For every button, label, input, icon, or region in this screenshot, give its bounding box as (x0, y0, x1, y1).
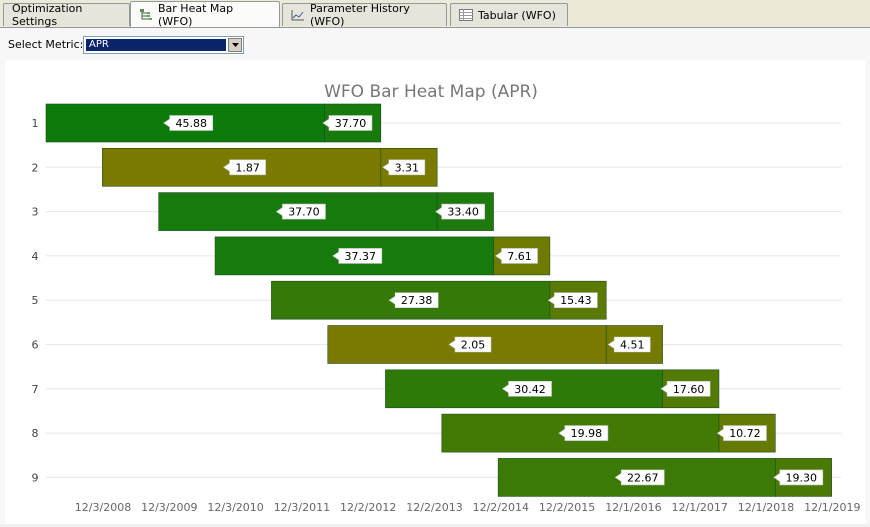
out-of-sample-value-label: 3.31 (395, 161, 420, 174)
tab-label: Parameter History (WFO) (310, 2, 410, 28)
metric-select[interactable]: APR (83, 36, 244, 54)
in-sample-value-label: 30.42 (514, 383, 546, 396)
in-sample-value-label: 1.87 (235, 161, 260, 174)
content-area: Select Metric: APR WFO Bar Heat Map (APR… (0, 28, 870, 524)
out-of-sample-value-label-box (494, 248, 538, 264)
in-sample-value-label-box (501, 381, 552, 397)
row-label: 6 (32, 339, 39, 352)
tab-tabular[interactable]: Tabular (WFO) (450, 3, 568, 26)
out-of-sample-value-label: 4.51 (620, 339, 645, 352)
out-of-sample-value-label-box (382, 159, 426, 176)
tab-divider (0, 27, 870, 28)
in-sample-value-label-box (558, 425, 609, 441)
in-sample-value-label: 22.67 (627, 471, 659, 484)
out-of-sample-value-label-box (607, 336, 651, 353)
tab-parameter-history[interactable]: Parameter History (WFO) (282, 2, 447, 28)
heat-map-chart: WFO Bar Heat Map (APR) 1 45.88 37.70 2 1.87 3.… (32, 82, 861, 514)
x-tick-label: 12/1/2019 (804, 501, 860, 514)
out-of-sample-value-label: 15.43 (560, 294, 592, 307)
in-sample-value-label-box (223, 159, 266, 176)
out-of-sample-value-label: 37.70 (335, 117, 367, 130)
metric-select-value: APR (85, 38, 227, 52)
in-sample-value-label: 45.88 (175, 117, 207, 130)
row-label: 3 (32, 206, 39, 219)
table-icon (459, 9, 473, 21)
chart-panel: WFO Bar Heat Map (APR) 1 45.88 37.70 2 1.87 3.… (5, 60, 865, 524)
row-label: 4 (32, 250, 39, 263)
x-tick-label: 12/3/2011 (274, 501, 330, 514)
in-sample-value-label-box (332, 248, 383, 264)
out-of-sample-value-label-box (547, 292, 598, 308)
row-label: 2 (32, 161, 39, 174)
x-tick-label: 12/2/2015 (539, 501, 595, 514)
in-sample-value-label-box (163, 115, 214, 131)
out-of-sample-value-label-box (435, 203, 485, 220)
select-metric-label: Select Metric: (8, 38, 84, 51)
line-chart-icon (291, 9, 305, 21)
x-tick-label: 12/3/2008 (75, 501, 131, 514)
tab-bar-heat-map[interactable]: Bar Heat Map (WFO) (130, 1, 280, 28)
chevron-down-icon[interactable] (228, 38, 242, 52)
in-sample-value-label: 37.70 (288, 206, 320, 219)
in-sample-value-label-box (448, 336, 492, 353)
x-tick-label: 12/3/2010 (207, 501, 263, 514)
row-label: 7 (32, 383, 39, 396)
in-sample-value-label: 2.05 (461, 339, 486, 352)
tab-label: Bar Heat Map (WFO) (158, 1, 234, 28)
out-of-sample-value-label: 33.40 (447, 206, 479, 219)
tab-bar: Optimization Settings Bar Heat Map (WFO)… (0, 0, 870, 28)
x-tick-label: 12/1/2018 (738, 501, 794, 514)
out-of-sample-value-label: 17.60 (673, 383, 705, 396)
out-of-sample-value-label-box (322, 115, 373, 131)
x-tick-label: 12/2/2014 (473, 501, 529, 514)
x-tick-label: 12/1/2017 (671, 501, 727, 514)
in-sample-value-label: 37.37 (345, 250, 377, 263)
x-tick-label: 12/1/2016 (605, 501, 661, 514)
row-label: 5 (32, 294, 39, 307)
out-of-sample-value-label-box (773, 469, 824, 486)
out-of-sample-value-label-box (716, 425, 767, 441)
row-label: 8 (32, 427, 39, 440)
out-of-sample-value-label: 19.30 (786, 471, 818, 484)
in-sample-value-label: 19.98 (571, 427, 603, 440)
in-sample-value-label: 27.38 (401, 294, 433, 307)
row-label: 9 (32, 471, 39, 484)
x-tick-label: 12/2/2012 (340, 501, 396, 514)
out-of-sample-value-label-box (660, 381, 711, 397)
tab-label: Optimization Settings (12, 2, 83, 28)
out-of-sample-value-label: 10.72 (729, 427, 761, 440)
out-of-sample-value-label: 7.61 (507, 250, 532, 263)
in-sample-value-label-box (275, 203, 326, 220)
in-sample-value-label-box (614, 469, 665, 486)
tab-label: Tabular (WFO) (478, 8, 556, 22)
x-tick-label: 12/2/2013 (406, 501, 462, 514)
row-label: 1 (32, 117, 39, 130)
x-tick-label: 12/3/2009 (141, 501, 197, 514)
tab-optimization-settings[interactable]: Optimization Settings (3, 2, 130, 28)
tree-icon (139, 8, 153, 21)
in-sample-value-label-box (388, 292, 439, 308)
chart-title: WFO Bar Heat Map (APR) (324, 82, 538, 102)
